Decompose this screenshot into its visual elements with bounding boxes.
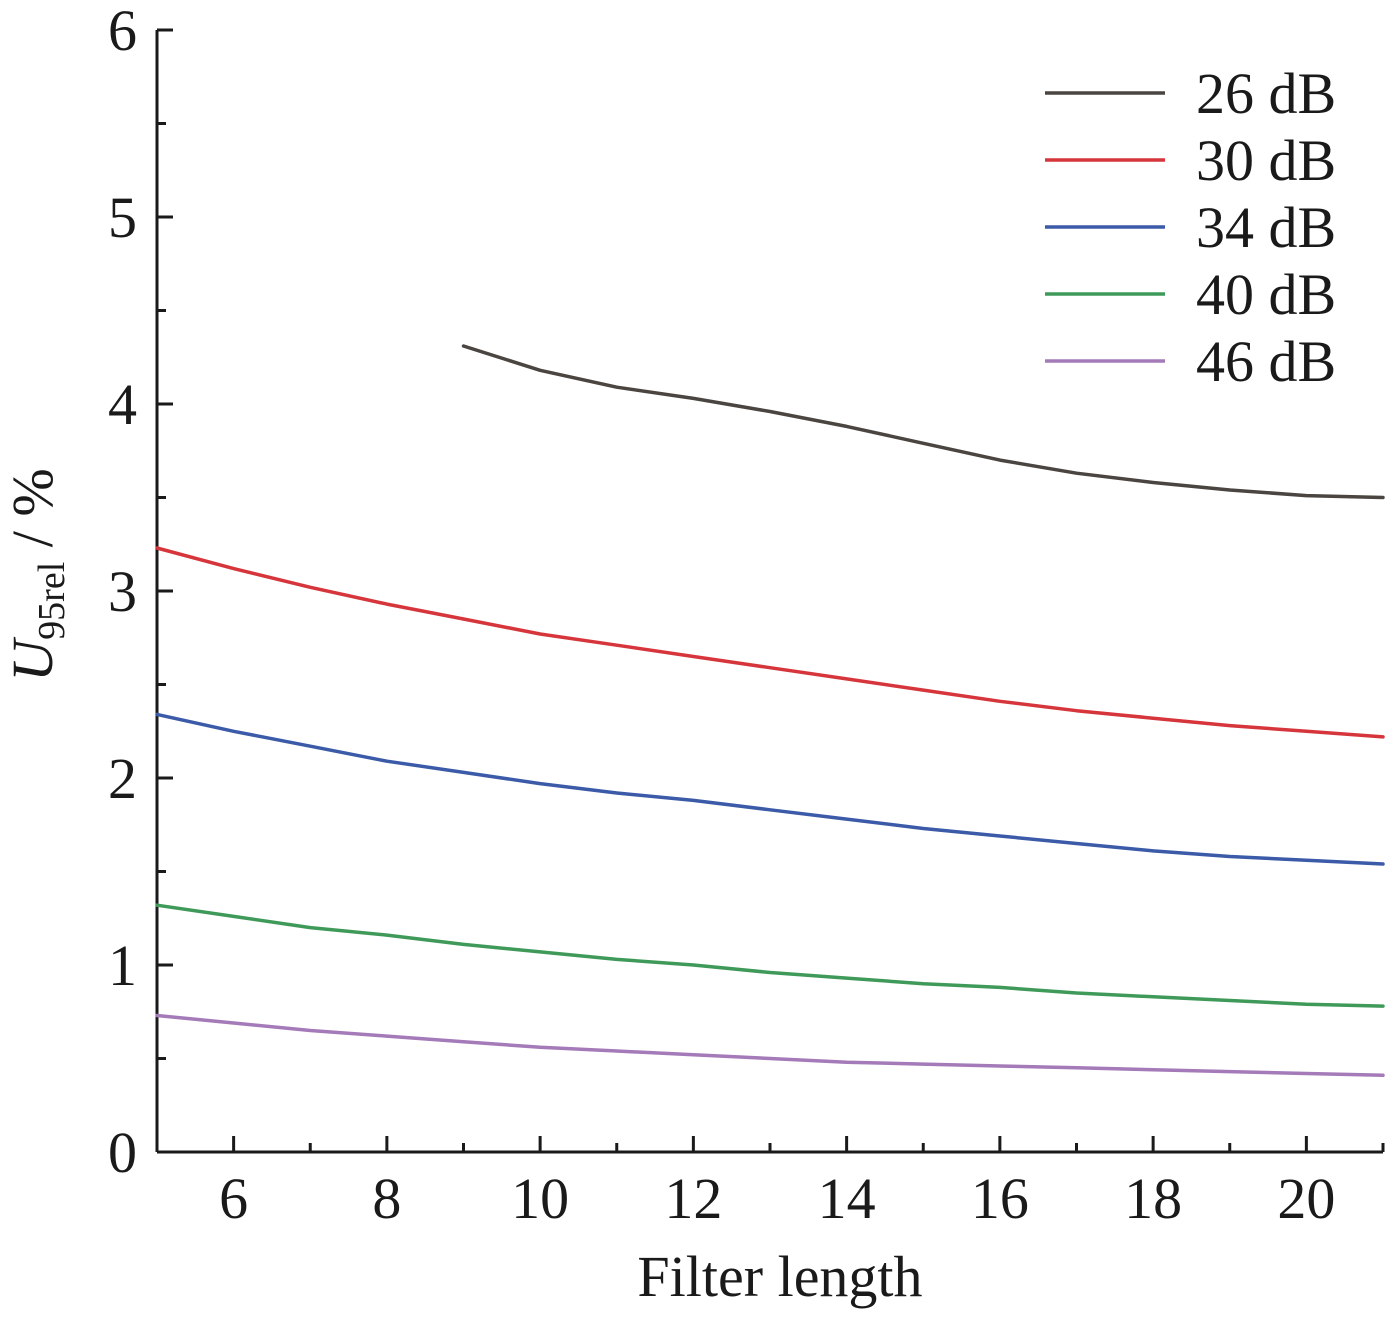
y-tick-label: 1 (108, 933, 137, 998)
y-ticks: 0 1 2 3 4 5 6 (108, 0, 173, 1185)
series-line-40-db (155, 903, 1385, 1008)
x-tick-label: 18 (1124, 1166, 1182, 1231)
x-tick-label: 12 (664, 1166, 722, 1231)
y-axis-title-symbol: U (0, 636, 65, 682)
y-axis-title-subscript: 95rel (31, 562, 73, 640)
y-axis-title-unit: / % (0, 468, 65, 561)
x-tick-label: 8 (372, 1166, 401, 1231)
y-tick-label: 2 (108, 746, 137, 811)
y-tick-label: 5 (108, 185, 137, 250)
x-axis-title: Filter length (637, 1244, 922, 1309)
y-tick-label: 3 (108, 559, 137, 624)
y-tick-label: 4 (108, 372, 137, 437)
x-tick-label: 14 (818, 1166, 876, 1231)
y-axis-title: U95rel / % (0, 468, 73, 681)
legend-label: 34 dB (1196, 195, 1336, 260)
legend-label: 26 dB (1196, 61, 1336, 126)
y-tick-label: 0 (108, 1120, 137, 1185)
legend-label: 46 dB (1196, 329, 1336, 394)
x-tick-label: 10 (511, 1166, 569, 1231)
series-line-30-db (155, 546, 1385, 739)
legend-label: 30 dB (1196, 128, 1336, 193)
series-line-34-db (155, 712, 1385, 866)
legend-label: 40 dB (1196, 262, 1336, 327)
x-ticks: 6 8 10 12 14 16 18 20 (155, 1136, 1385, 1231)
series-line-26-db (461, 344, 1385, 500)
y-tick-label: 6 (108, 0, 137, 63)
series-lines (155, 344, 1385, 1078)
series-line-46-db (155, 1013, 1385, 1078)
x-tick-label: 16 (971, 1166, 1029, 1231)
x-tick-label: 6 (219, 1166, 248, 1231)
x-tick-label: 20 (1277, 1166, 1335, 1231)
